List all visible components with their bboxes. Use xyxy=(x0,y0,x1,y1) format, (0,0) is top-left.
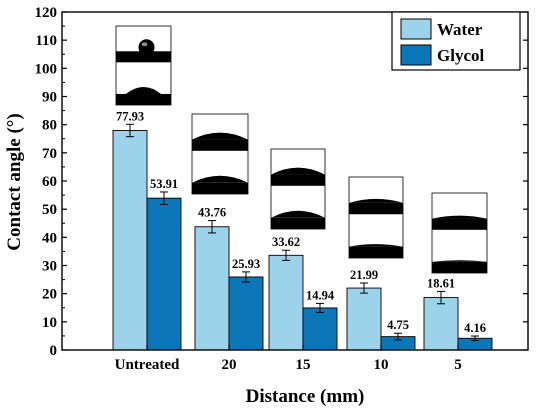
error-bar-glycol-20 xyxy=(242,271,250,283)
data-label-glycol-untreated: 53.91 xyxy=(150,177,178,191)
data-label-water-untreated: 77.93 xyxy=(116,109,144,123)
y-tick-label: 0 xyxy=(50,343,58,359)
bar-water-5 xyxy=(423,297,459,351)
axes-layer: 0 10 20 30 40 50 60 70 80 90 100 110 120 Untreated 20 1… xyxy=(35,5,529,373)
y-tick-label: 40 xyxy=(42,230,57,246)
data-label-water-5: 18.61 xyxy=(427,276,455,290)
bar-water-10 xyxy=(346,287,382,351)
legend-swatch-glycol xyxy=(400,44,432,66)
y-tick-label: 10 xyxy=(42,315,57,331)
droplet-photos-layer xyxy=(115,25,488,274)
error-bar-water-15 xyxy=(282,249,290,261)
x-tick-label-5: 5 xyxy=(454,357,462,373)
data-labels-layer: 77.93 53.91 43.76 25.93 33.62 14.94 21.99 4.75 1… xyxy=(116,109,486,335)
bar-water-untreated xyxy=(112,130,148,351)
y-tick-label: 90 xyxy=(42,90,57,106)
legend-swatch-water xyxy=(400,18,432,40)
y-tick-label: 120 xyxy=(35,5,58,21)
error-bars-layer xyxy=(126,123,479,342)
data-label-glycol-15: 14.94 xyxy=(306,288,335,302)
bar-glycol-15 xyxy=(302,307,338,351)
error-bar-glycol-10 xyxy=(394,332,402,341)
y-tick-label: 70 xyxy=(42,146,57,162)
error-bar-glycol-untreated xyxy=(160,191,168,205)
data-label-water-15: 33.62 xyxy=(272,235,300,249)
y-tick-label: 80 xyxy=(42,118,57,134)
bar-glycol-untreated xyxy=(146,197,182,351)
droplet-photo-5 xyxy=(431,192,488,274)
error-bar-glycol-5 xyxy=(471,335,479,342)
droplet-photo-10 xyxy=(348,176,404,259)
data-label-water-10: 21.99 xyxy=(350,268,378,282)
data-label-glycol-10: 4.75 xyxy=(387,318,409,332)
x-tick-label-10: 10 xyxy=(374,357,389,373)
droplet-photo-20 xyxy=(191,113,249,195)
error-bar-glycol-15 xyxy=(316,302,324,313)
data-label-water-20: 43.76 xyxy=(198,206,226,220)
y-tick-label: 60 xyxy=(42,174,57,190)
x-tick-label-20: 20 xyxy=(222,357,237,373)
x-tick-label-15: 15 xyxy=(296,357,311,373)
legend-label-water: Water xyxy=(437,20,483,39)
error-bar-water-20 xyxy=(208,220,216,234)
droplet-photo-untreated xyxy=(115,25,172,106)
legend: Water Glycol xyxy=(391,11,521,71)
y-tick-label: 110 xyxy=(35,33,57,49)
y-tick-label: 30 xyxy=(42,259,57,275)
data-label-glycol-5: 4.16 xyxy=(464,321,486,335)
bar-water-15 xyxy=(268,254,304,351)
data-label-glycol-20: 25.93 xyxy=(232,257,260,271)
error-bar-water-10 xyxy=(360,282,368,294)
y-tick-label: 20 xyxy=(42,287,57,303)
y-tick-label: 100 xyxy=(35,61,58,77)
y-tick-label: 50 xyxy=(42,202,57,218)
x-axis-title: Distance (mm) xyxy=(246,386,365,407)
error-bar-water-untreated xyxy=(126,123,134,138)
legend-label-glycol: Glycol xyxy=(437,46,484,65)
x-tick-label-untreated: Untreated xyxy=(115,357,180,373)
y-axis-title: Contact angle (°) xyxy=(4,113,25,250)
error-bar-water-5 xyxy=(437,290,445,305)
droplet-photo-15 xyxy=(270,148,326,230)
bar-glycol-20 xyxy=(228,276,264,351)
bar-water-20 xyxy=(194,226,230,351)
